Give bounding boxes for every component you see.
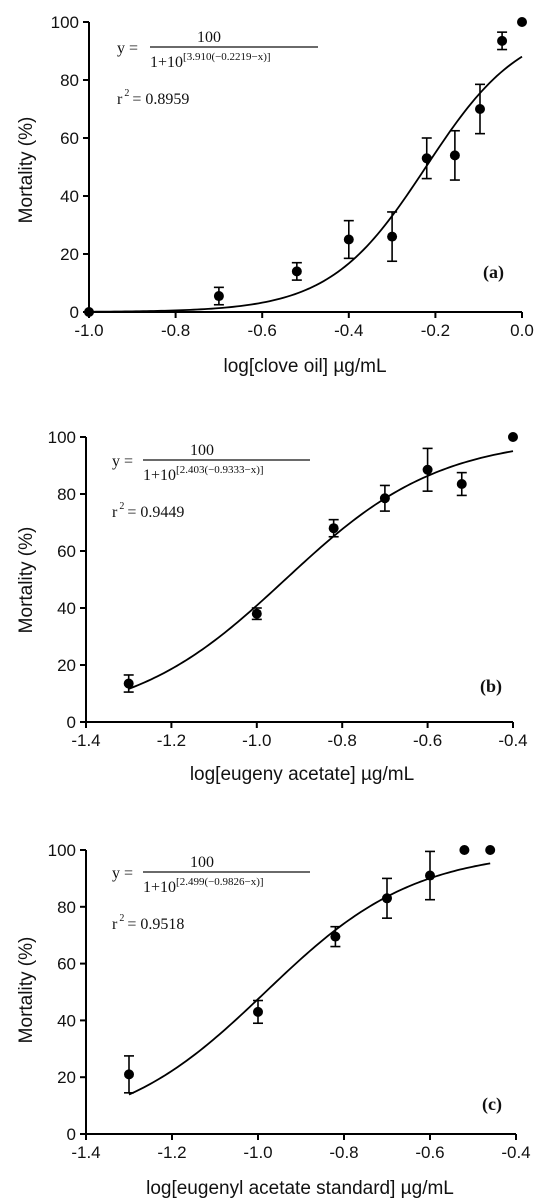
panel-b-r2: r 2 = 0.9449 bbox=[112, 501, 184, 521]
panel-c-fit-curve bbox=[128, 862, 491, 1096]
panel-a-xtick-label: -0.8 bbox=[161, 321, 190, 340]
panel-a-equation: y = 100 1+10[3.910(−0.2219−x)] r 2 = 0.895… bbox=[117, 29, 318, 108]
panel-b-xtick-label: -1.2 bbox=[157, 731, 186, 750]
panel-a-fit-curve bbox=[88, 55, 523, 313]
panel-b-xtick-label: -0.8 bbox=[328, 731, 357, 750]
panel-b-data-point bbox=[123, 678, 134, 689]
panel-c-data-point bbox=[485, 845, 496, 855]
panel-a-eq-exponent: [3.910(−0.2219−x)] bbox=[183, 51, 271, 63]
panel-b: 0 20 40 60 80 100 -1.4 -1.2 -1.0 -0.8 -0.6 -0.4 Mor… bbox=[16, 428, 528, 785]
panel-b-eq-exponent: [2.403(−0.9333−x)] bbox=[176, 464, 264, 476]
panel-b-data-point bbox=[422, 464, 433, 475]
panel-a-xtick-label: -0.2 bbox=[421, 321, 450, 340]
panel-b-xtick-label: -0.6 bbox=[413, 731, 442, 750]
panel-b-data-point bbox=[251, 608, 262, 619]
panel-c-data-point bbox=[330, 931, 341, 942]
panel-a-eq-denominator: 1+10[3.910(−0.2219−x)] bbox=[150, 51, 271, 71]
panel-a-data-point bbox=[213, 291, 224, 302]
panel-c-tag: (c) bbox=[482, 1094, 502, 1115]
panel-c-eq-lhs: y = bbox=[112, 865, 133, 882]
panel-b-ytick-label: 80 bbox=[57, 485, 76, 504]
panel-a-ytick-label: 20 bbox=[60, 245, 79, 264]
panel-b-data-point bbox=[328, 523, 339, 534]
panel-c-data-point bbox=[425, 870, 435, 881]
panel-c-xtick-label: -1.4 bbox=[71, 1143, 100, 1162]
panel-c-ytick-label: 40 bbox=[57, 1011, 76, 1030]
panel-b-ytick-label: 20 bbox=[57, 656, 76, 675]
panel-a-data-point bbox=[343, 234, 354, 245]
panel-c-ytick-label: 0 bbox=[67, 1125, 76, 1144]
panel-c-ytick-label: 100 bbox=[48, 841, 76, 860]
panel-a-xlabel: log[clove oil] µg/mL bbox=[223, 356, 386, 377]
panel-a-data-point bbox=[497, 35, 508, 46]
panel-a-ytick-label: 40 bbox=[60, 187, 79, 206]
panel-b-eq-lhs: y = bbox=[112, 453, 133, 470]
panel-a-xtick-label: -0.6 bbox=[248, 321, 277, 340]
panel-c-eq-numerator: 100 bbox=[190, 854, 214, 871]
panel-a-xtick-label: -0.4 bbox=[334, 321, 363, 340]
panel-a: 0 20 40 60 80 100 -1.0 -0.8 -0.6 -0.4 -0.2 0.0 Mort… bbox=[16, 13, 534, 377]
panel-b-ytick-label: 0 bbox=[67, 713, 76, 732]
panel-b-equation: y = 100 1+10[2.403(−0.9333−x)] r 2 = 0.944… bbox=[112, 442, 310, 521]
panel-c-xtick-label: -1.0 bbox=[243, 1143, 272, 1162]
panel-b-fit-curve bbox=[128, 450, 514, 690]
panel-a-xtick-label: 0.0 bbox=[510, 321, 534, 340]
panel-c-eq-exponent: [2.499(−0.9826−x)] bbox=[176, 876, 264, 888]
panel-a-data-point bbox=[449, 150, 460, 161]
panel-c-r2: r 2 = 0.9518 bbox=[112, 913, 184, 933]
panel-b-ylabel: Mortality (%) bbox=[16, 527, 37, 634]
panel-a-eq-lhs: y = bbox=[117, 40, 138, 57]
panel-c-xtick-label: -1.2 bbox=[157, 1143, 186, 1162]
panel-a-xtick-label: -1.0 bbox=[74, 321, 103, 340]
panel-c-data-point bbox=[382, 893, 392, 904]
panel-b-xtick-label: -1.0 bbox=[242, 731, 271, 750]
panel-c-xlabel: log[eugenyl acetate standard] µg/mL bbox=[146, 1178, 454, 1199]
panel-b-ytick-label: 40 bbox=[57, 599, 76, 618]
panel-a-ytick-label: 60 bbox=[60, 129, 79, 148]
panel-a-r2: r 2 = 0.8959 bbox=[117, 88, 189, 108]
panel-b-eq-denominator: 1+10[2.403(−0.9333−x)] bbox=[143, 464, 264, 484]
panel-a-ytick-label: 0 bbox=[70, 303, 79, 322]
panel-b-ytick-label: 60 bbox=[57, 542, 76, 561]
panel-b-marks: 0 20 40 60 80 100 -1.4 -1.2 -1.0 -0.8 -0.6 -0.4 bbox=[48, 428, 528, 750]
panel-a-tag: (a) bbox=[483, 262, 504, 283]
panel-b-data-point bbox=[508, 432, 518, 442]
panel-a-data-point bbox=[291, 266, 302, 277]
panel-b-xlabel: log[eugeny acetate] µg/mL bbox=[190, 764, 414, 785]
panel-c-ylabel: Mortality (%) bbox=[16, 937, 37, 1044]
panel-c-ytick-label: 60 bbox=[57, 955, 76, 974]
panel-a-ytick-label: 100 bbox=[51, 13, 79, 32]
panel-a-ytick-label: 80 bbox=[60, 71, 79, 90]
panel-a-marks: 0 20 40 60 80 100 -1.0 -0.8 -0.6 -0.4 -0.2 0.0 bbox=[51, 13, 534, 340]
panel-c-xtick-label: -0.4 bbox=[501, 1143, 530, 1162]
panel-a-data-point bbox=[84, 307, 94, 317]
panel-c-data-point bbox=[253, 1006, 263, 1017]
panel-c: 0 20 40 60 80 100 -1.4 -1.2 -1.0 -0.8 -0.6 -0.4 Mor… bbox=[16, 841, 531, 1199]
panel-a-data-point bbox=[474, 104, 485, 114]
panel-c-marks: 0 20 40 60 80 100 -1.4 -1.2 -1.0 -0.8 -0.6 -0.4 bbox=[48, 841, 531, 1162]
panel-b-eq-numerator: 100 bbox=[190, 442, 214, 459]
panel-b-xtick-label: -0.4 bbox=[498, 731, 527, 750]
panel-c-data-point bbox=[459, 845, 470, 855]
panel-c-ytick-label: 20 bbox=[57, 1068, 76, 1087]
panel-c-eq-denominator: 1+10[2.499(−0.9826−x)] bbox=[143, 876, 264, 896]
panel-c-ytick-label: 80 bbox=[57, 898, 76, 917]
panel-b-data-point bbox=[379, 493, 390, 504]
panel-a-ylabel: Mortality (%) bbox=[16, 117, 37, 224]
panel-a-data-point bbox=[421, 153, 432, 164]
panel-b-data-point bbox=[456, 479, 467, 490]
panel-a-data-point bbox=[517, 17, 527, 27]
panel-c-equation: y = 100 1+10[2.499(−0.9826−x)] r 2 = 0.951… bbox=[112, 854, 310, 933]
panel-c-xtick-label: -0.8 bbox=[329, 1143, 358, 1162]
panel-a-data-point bbox=[387, 231, 398, 242]
panel-c-data-point bbox=[124, 1069, 134, 1080]
panel-b-tag: (b) bbox=[480, 676, 502, 697]
panel-a-eq-numerator: 100 bbox=[197, 29, 221, 46]
panel-b-xtick-label: -1.4 bbox=[71, 731, 100, 750]
panel-c-xtick-label: -0.6 bbox=[415, 1143, 444, 1162]
panel-b-ytick-label: 100 bbox=[48, 428, 76, 447]
